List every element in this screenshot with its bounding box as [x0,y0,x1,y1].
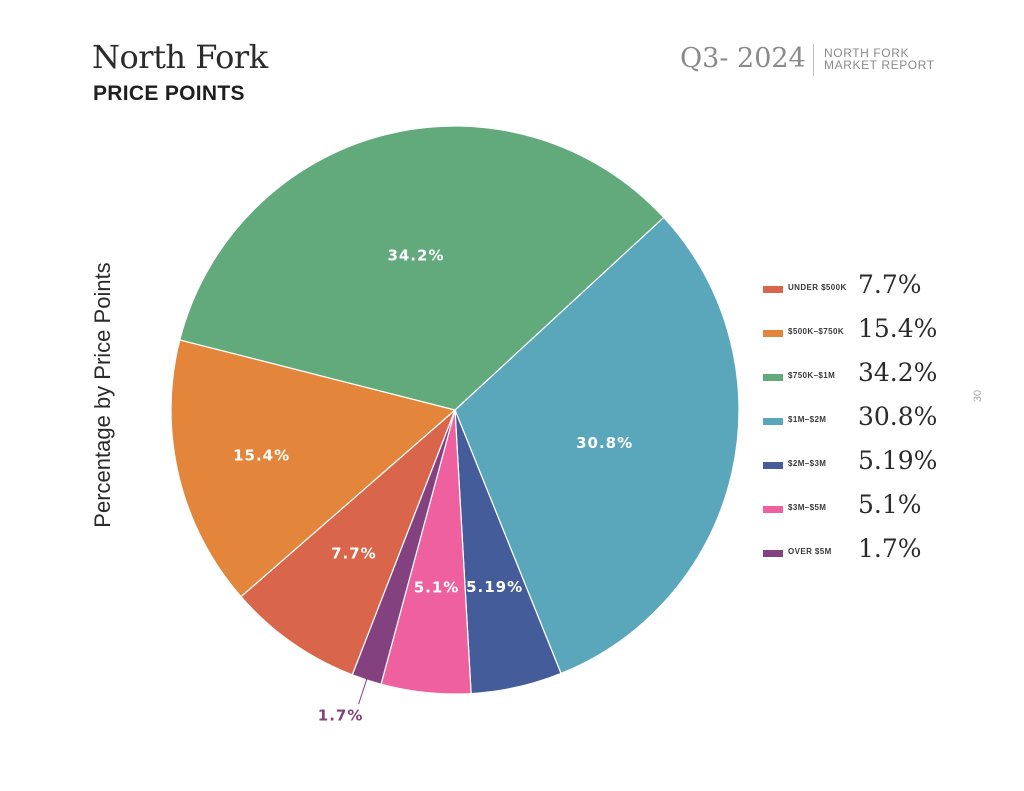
pie-slice-3 [454,216,740,675]
legend-label: $500K–$750K [788,327,844,336]
legend-label: $2M–$3M [788,459,827,468]
legend-label: OVER $5M [788,547,832,556]
pie-data-label-1: 15.4% [233,447,290,465]
page-subtitle: PRICE POINTS [93,82,245,105]
legend-swatch [763,286,783,293]
legend-label: $1M–$2M [788,415,827,424]
legend-value: 1.7% [858,534,922,563]
quarter-label: Q3- 2024 [680,43,806,74]
legend-label: $750K–$1M [788,371,836,380]
legend-value: 30.8% [858,402,938,431]
report-name-line1: NORTH FORK [824,46,910,60]
pie-data-label-6: 1.7% [318,707,364,725]
legend-swatch [763,550,783,557]
legend-swatch [763,374,783,381]
legend-value: 5.19% [858,446,938,475]
page-title: North Fork [92,38,268,76]
header-divider [813,44,814,76]
legend-value: 34.2% [858,358,938,387]
legend-value: 7.7% [858,270,922,299]
legend-swatch [763,418,783,425]
legend-swatch [763,330,783,337]
pie-data-label-3: 30.8% [576,434,633,452]
pie-slice-1 [170,339,457,598]
pie-data-label-0: 7.7% [331,545,377,563]
pie-slice-2 [179,125,665,411]
pie-data-label-2: 34.2% [387,246,444,264]
legend-swatch [763,462,783,469]
pie-leader-line-6 [358,677,368,705]
legend-value: 5.1% [858,490,922,519]
legend-label: UNDER $500K [788,283,847,292]
pie-data-label-5: 5.1% [414,578,460,596]
legend-label: $3M–$5M [788,503,827,512]
legend-value: 15.4% [858,314,938,343]
legend-swatch [763,506,783,513]
report-name: NORTH FORK MARKET REPORT [824,47,935,71]
pie-slice-0 [240,409,456,676]
pie-data-label-4: 5.19% [466,578,523,596]
report-name-line2: MARKET REPORT [824,58,935,72]
